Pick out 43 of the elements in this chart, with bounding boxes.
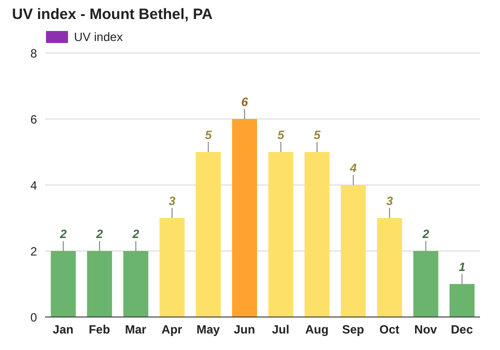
- data-label: 3: [168, 194, 176, 208]
- x-tick-label: Oct: [379, 322, 400, 337]
- x-tick-label: Nov: [414, 322, 438, 337]
- data-label: 5: [204, 128, 212, 142]
- x-tick-label: Jul: [272, 322, 290, 337]
- x-tick-label: Mar: [124, 322, 147, 337]
- bar: [123, 251, 148, 317]
- chart-title: UV index - Mount Bethel, PA: [12, 6, 213, 23]
- bar: [196, 152, 221, 317]
- x-tick-label: Jan: [52, 322, 74, 337]
- y-tick-label: 0: [30, 310, 38, 324]
- bar: [160, 218, 185, 317]
- x-tick-label: Aug: [305, 322, 329, 337]
- bar: [304, 152, 330, 317]
- text: UV index: [73, 30, 123, 44]
- y-tick-label: 8: [30, 46, 38, 60]
- data-label: 1: [458, 260, 466, 274]
- bar: [377, 218, 402, 317]
- y-tick-label: 4: [30, 178, 38, 192]
- x-tick-label: Feb: [88, 322, 110, 337]
- y-tick-label: 2: [30, 244, 38, 258]
- y-tick-label: 6: [30, 112, 38, 126]
- x-tick-label: Sep: [342, 322, 364, 337]
- data-label: 5: [314, 128, 321, 142]
- bar: [232, 119, 258, 317]
- data-label: 2: [95, 227, 104, 241]
- x-tick-label: Apr: [162, 322, 183, 337]
- bar: [450, 284, 475, 317]
- bar: [268, 152, 294, 317]
- x-tick-label: Jun: [234, 322, 256, 337]
- data-label: 6: [241, 95, 248, 109]
- bar: [87, 251, 112, 317]
- bar: [50, 251, 76, 317]
- data-label: 2: [58, 227, 67, 241]
- x-tick-label: May: [196, 322, 220, 337]
- data-label: 2: [421, 227, 430, 241]
- data-label: 3: [386, 194, 394, 208]
- x-tick-label: Dec: [450, 322, 474, 337]
- bar: [413, 251, 438, 317]
- data-label: 5: [277, 128, 284, 142]
- data-label: 4: [348, 161, 357, 175]
- bar: [340, 185, 366, 317]
- data-label: 2: [131, 227, 140, 241]
